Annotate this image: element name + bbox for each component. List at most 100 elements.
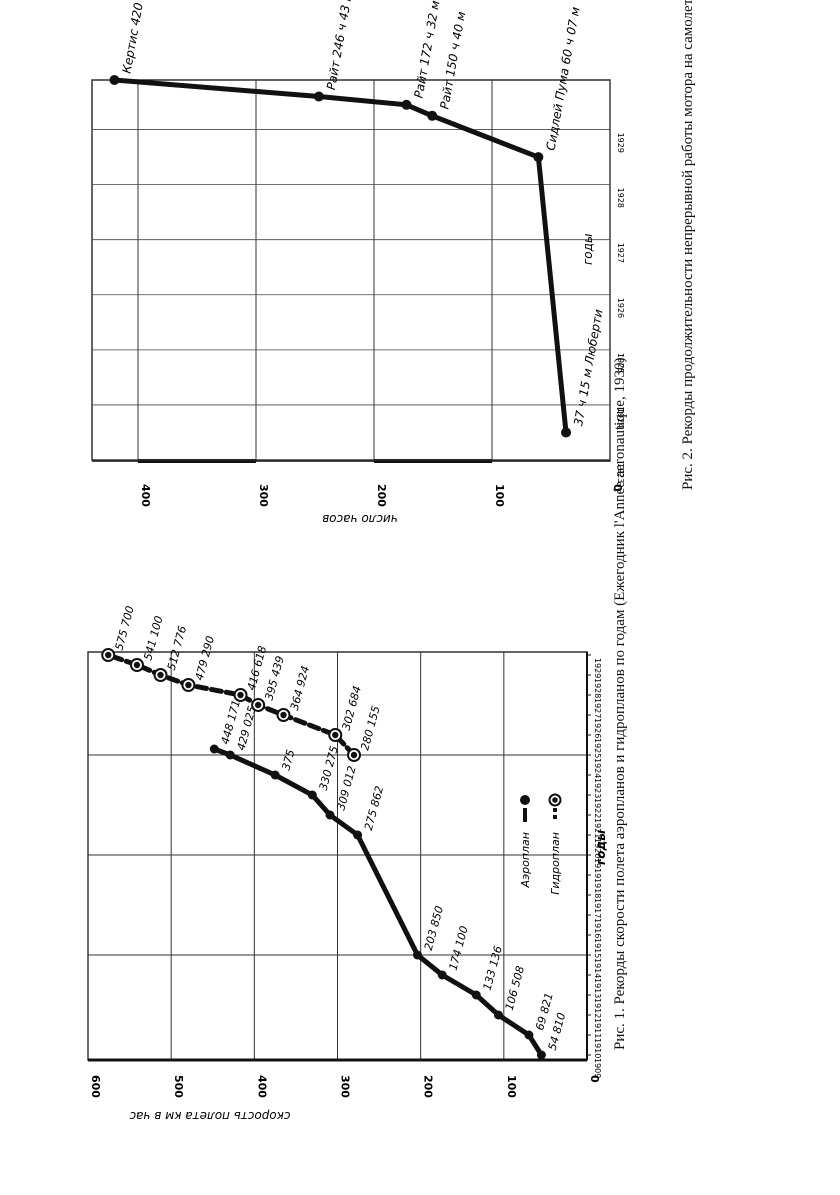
value-tick-label: 500 <box>172 1075 185 1098</box>
year-tick-label: 1910 <box>593 1038 602 1058</box>
plot-frame <box>91 79 611 461</box>
year-tick-label: 1925 <box>593 738 602 758</box>
year-tick-label: 1916 <box>593 918 602 938</box>
x-axis-title: годы <box>581 234 595 265</box>
data-point <box>313 91 324 102</box>
data-point <box>427 110 438 121</box>
data-label: Райт 246 ч 43 м <box>324 0 355 91</box>
data-point <box>332 731 339 739</box>
data-label: 512 776 <box>165 624 189 671</box>
data-label: Кертис 420 ч 21 м <box>120 0 154 75</box>
data-point <box>353 830 363 840</box>
data-point <box>350 751 358 759</box>
year-tick-label: 1926 <box>616 298 625 318</box>
y-axis-title: число часов <box>322 512 398 526</box>
data-point <box>307 790 317 800</box>
speed-records-chart: 0100200300400500600190919101911191219131… <box>87 604 608 1123</box>
year-tick-label: 1923 <box>593 778 602 798</box>
value-tick-label: 300 <box>339 1075 352 1098</box>
value-tick-label: 400 <box>139 484 152 507</box>
legend-marker <box>520 795 530 805</box>
data-point <box>225 750 235 760</box>
data-point <box>493 1010 503 1020</box>
year-tick-label: 1923 <box>616 463 625 483</box>
value-tick-label: 200 <box>375 484 388 507</box>
value-tick-label: 600 <box>89 1075 102 1098</box>
data-label: 395 439 <box>262 654 286 701</box>
data-point <box>471 990 481 1000</box>
year-tick-label: 1924 <box>616 408 625 428</box>
data-label: 37 ч 15 м Люберти <box>571 308 605 427</box>
data-label: 174 100 <box>447 924 471 971</box>
data-point <box>270 770 280 780</box>
data-label: 133 136 <box>481 944 505 991</box>
data-point <box>185 681 192 689</box>
year-tick-label: 1928 <box>593 678 602 698</box>
data-point <box>401 99 412 110</box>
data-label: 280 155 <box>358 704 382 751</box>
year-tick-label: 1928 <box>616 188 625 208</box>
year-tick-label: 1913 <box>593 978 602 998</box>
endurance-records-chart: 0 100 200 300 400 1923 1924 1925 1926 1927 1928 192… <box>91 0 625 526</box>
data-point <box>237 691 244 699</box>
data-label: 302 684 <box>340 684 364 731</box>
series-line <box>111 77 569 435</box>
data-point <box>280 711 287 719</box>
value-tick-label: 200 <box>422 1075 435 1098</box>
legend-label: Аэроплан <box>519 832 532 888</box>
data-label: 375 <box>279 748 297 772</box>
data-label: 106 508 <box>503 964 527 1011</box>
year-tick-label: 1924 <box>593 758 602 778</box>
data-point <box>209 744 219 754</box>
x-axis-title: годы <box>594 830 608 865</box>
data-label: 203 850 <box>422 904 446 951</box>
data-label: Райт 172 ч 32 м <box>412 0 443 99</box>
series-line <box>211 746 544 1058</box>
figure-2-caption: Рис. 2. Рекорды продолжительности непрер… <box>680 0 696 490</box>
data-label: 275 862 <box>362 784 386 831</box>
value-tick-label: 300 <box>257 484 270 507</box>
value-tick-label: 100 <box>505 1075 518 1098</box>
data-label: 575 700 <box>113 604 137 651</box>
value-tick-label: 400 <box>255 1075 268 1098</box>
data-point <box>437 970 447 980</box>
data-point <box>533 152 544 163</box>
year-tick-label: 1922 <box>593 798 602 818</box>
legend-marker-dot <box>552 797 558 803</box>
value-tick-label: 100 <box>493 484 506 507</box>
year-tick-label: 1925 <box>616 353 625 373</box>
data-point <box>254 701 262 709</box>
data-point <box>105 651 112 659</box>
data-point <box>133 661 141 669</box>
year-tick-label: 1920 <box>593 838 602 858</box>
data-point <box>412 950 422 960</box>
year-tick-label: 1921 <box>593 818 602 838</box>
legend-label: Гидроплан <box>549 832 562 895</box>
data-point <box>157 671 164 679</box>
data-point <box>109 75 120 85</box>
year-tick-label: 1927 <box>616 243 625 263</box>
year-tick-label: 1912 <box>593 998 602 1018</box>
value-tick-label: 0 <box>611 484 624 492</box>
year-tick-label: 1911 <box>593 1018 602 1038</box>
year-tick-label: 1909 <box>593 1058 602 1078</box>
year-tick-label: 1914 <box>593 958 602 978</box>
y-axis-title: скорость полета км в час <box>129 1109 290 1123</box>
year-tick-label: 1918 <box>593 878 602 898</box>
data-point <box>536 1050 546 1060</box>
data-label: 364 924 <box>288 664 312 711</box>
data-label: 541 100 <box>141 614 165 661</box>
data-point <box>524 1030 534 1040</box>
year-tick-label: 1926 <box>593 718 602 738</box>
year-tick-label: 1927 <box>593 698 602 718</box>
year-tick-label: 1915 <box>593 938 602 958</box>
data-label: Райт 150 ч 40 м <box>437 10 468 110</box>
year-tick-label: 1917 <box>593 898 602 918</box>
data-point <box>325 810 335 820</box>
value-tick-label: 0 <box>588 1075 601 1083</box>
year-tick-label: 1929 <box>593 658 602 678</box>
year-tick-label: 1919 <box>593 858 602 878</box>
year-tick-label: 1929 <box>616 133 625 153</box>
